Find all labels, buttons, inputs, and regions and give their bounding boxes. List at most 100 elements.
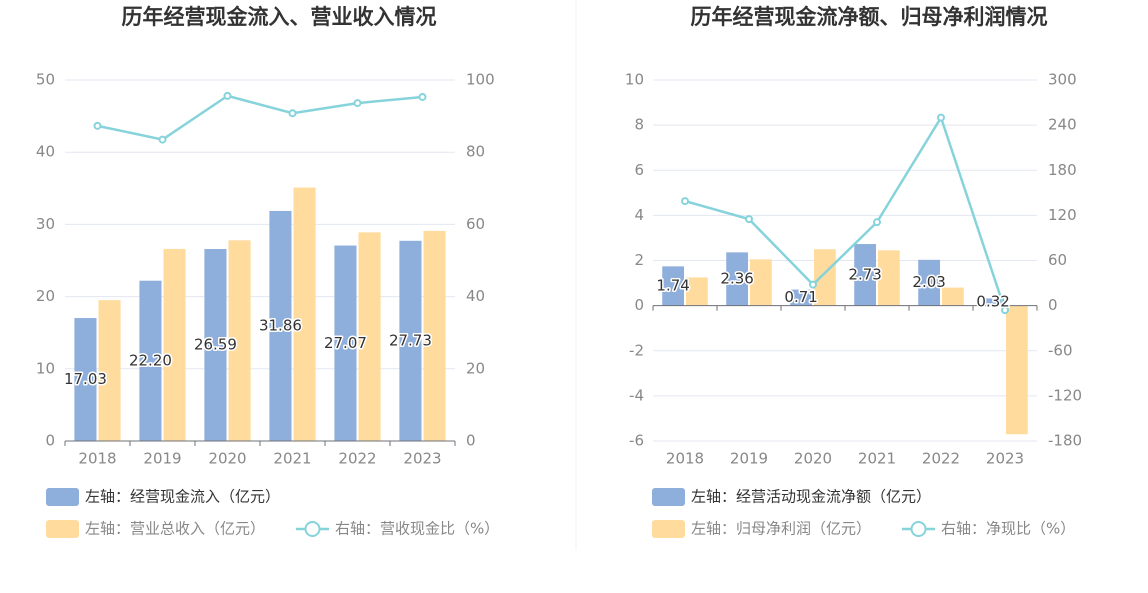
right-axis-tick-label: 180	[1048, 161, 1077, 179]
chart-title: 历年经营现金流净额、归母净利润情况	[691, 5, 1048, 29]
line-point	[873, 218, 881, 227]
right-axis-tick-label: -120	[1048, 386, 1082, 404]
category-label: 2020	[208, 450, 246, 468]
line-point	[937, 113, 945, 122]
bar-primary	[662, 266, 684, 306]
legend-swatch	[46, 488, 79, 506]
category-label: 2021	[858, 450, 896, 468]
category-label: 2018	[666, 450, 704, 468]
data-label: 0.71	[784, 288, 817, 306]
bar-primary	[726, 252, 748, 306]
right-axis-tick-label: 100	[466, 71, 495, 89]
legend-label: 左轴：经营活动现金流净额（亿元）	[691, 488, 931, 506]
line-point	[353, 99, 362, 108]
legend-swatch	[652, 520, 685, 538]
bar-secondary	[228, 240, 251, 441]
legend-swatch	[46, 520, 79, 538]
data-label: 27.73	[389, 331, 432, 349]
bar-primary	[74, 318, 97, 441]
right-axis-tick-label: 20	[466, 359, 485, 377]
right-axis-tick-label: 60	[466, 215, 485, 233]
bar-secondary	[1006, 305, 1028, 435]
bar-secondary	[942, 287, 964, 306]
left-axis-tick-label: 10	[625, 71, 644, 89]
category-label: 2023	[986, 450, 1024, 468]
right-axis-tick-label: 80	[466, 143, 485, 161]
left-axis-tick-label: -6	[629, 432, 644, 450]
bar-secondary	[98, 300, 121, 441]
left-axis-tick-label: 6	[634, 161, 644, 179]
left-axis-tick-label: 2	[634, 251, 644, 269]
data-label: 0.32	[976, 293, 1009, 311]
bar-secondary	[686, 277, 708, 306]
bar-primary	[982, 298, 1004, 306]
left-axis-tick-label: 0	[45, 432, 55, 450]
line-point	[809, 280, 817, 289]
bar-primary	[334, 245, 357, 441]
right-axis-tick-label: 120	[1048, 206, 1077, 224]
legend-label: 左轴：经营现金流入（亿元）	[85, 488, 280, 506]
line-point	[681, 197, 689, 206]
left-axis-tick-label: 30	[36, 215, 55, 233]
bar-secondary	[358, 232, 381, 441]
right-axis-tick-label: 300	[1048, 71, 1077, 89]
right-axis-tick-label: 40	[466, 287, 485, 305]
left-axis-tick-label: 10	[36, 359, 55, 377]
legend-label: 右轴：净现比（%）	[941, 520, 1075, 538]
legend-label: 右轴：营收现金比（%）	[335, 520, 499, 538]
data-label: 26.59	[194, 336, 237, 354]
right-axis-tick-label: 240	[1048, 116, 1077, 134]
data-label: 2.73	[848, 265, 881, 283]
bar-primary	[854, 244, 876, 306]
legend-swatch	[652, 488, 685, 506]
bar-secondary	[878, 250, 900, 306]
line-point	[418, 92, 427, 101]
bar-primary	[269, 210, 292, 441]
line-series	[97, 94, 423, 141]
category-label: 2023	[403, 450, 441, 468]
category-label: 2020	[794, 450, 832, 468]
category-label: 2019	[730, 450, 768, 468]
legend-swatch-marker	[304, 521, 321, 537]
bar-secondary	[750, 259, 772, 306]
data-label: 22.20	[129, 351, 172, 369]
bar-secondary	[163, 248, 186, 441]
line-point	[158, 135, 167, 144]
bar-secondary	[814, 249, 836, 306]
chart-1: 历年经营现金流入、营业收入情况 0 10 20 30 40 50 0 20 40 60 80 100 20…	[36, 5, 499, 538]
category-label: 2022	[338, 450, 376, 468]
right-axis-tick-label: 0	[1048, 296, 1058, 314]
line-point	[93, 121, 102, 130]
line-point	[1001, 306, 1009, 315]
bar-primary	[918, 259, 940, 306]
line-series	[684, 116, 1007, 311]
bar-secondary	[293, 187, 316, 441]
legend-label: 左轴：营业总收入（亿元）	[85, 520, 265, 538]
chart-title: 历年经营现金流入、营业收入情况	[122, 5, 437, 29]
right-axis-tick-label: 60	[1048, 251, 1067, 269]
data-label: 2.36	[720, 270, 753, 288]
left-axis-tick-label: 50	[36, 71, 55, 89]
data-label: 31.86	[259, 316, 302, 334]
left-axis-tick-label: 8	[634, 116, 644, 134]
data-label: 27.07	[324, 334, 367, 352]
category-label: 2018	[78, 450, 116, 468]
bar-secondary	[423, 230, 446, 441]
right-axis-tick-label: -60	[1048, 341, 1073, 359]
category-label: 2019	[143, 450, 181, 468]
left-axis-tick-label: 20	[36, 287, 55, 305]
data-label: 1.74	[656, 276, 689, 294]
bar-primary	[204, 249, 227, 441]
bar-primary	[399, 240, 422, 441]
chart-2: 历年经营现金流净额、归母净利润情况 -6 -4 -2 0 2 4 6 8 10 -180 -120 -6…	[625, 5, 1082, 538]
right-axis-tick-label: 0	[466, 432, 476, 450]
left-axis-tick-label: -2	[629, 341, 644, 359]
right-axis-tick-label: -180	[1048, 432, 1082, 450]
legend-label: 左轴：归母净利润（亿元）	[691, 520, 871, 538]
data-label: 2.03	[912, 273, 945, 291]
left-axis-tick-label: 0	[634, 296, 644, 314]
line-point	[288, 109, 297, 118]
left-axis-tick-label: 4	[634, 206, 644, 224]
